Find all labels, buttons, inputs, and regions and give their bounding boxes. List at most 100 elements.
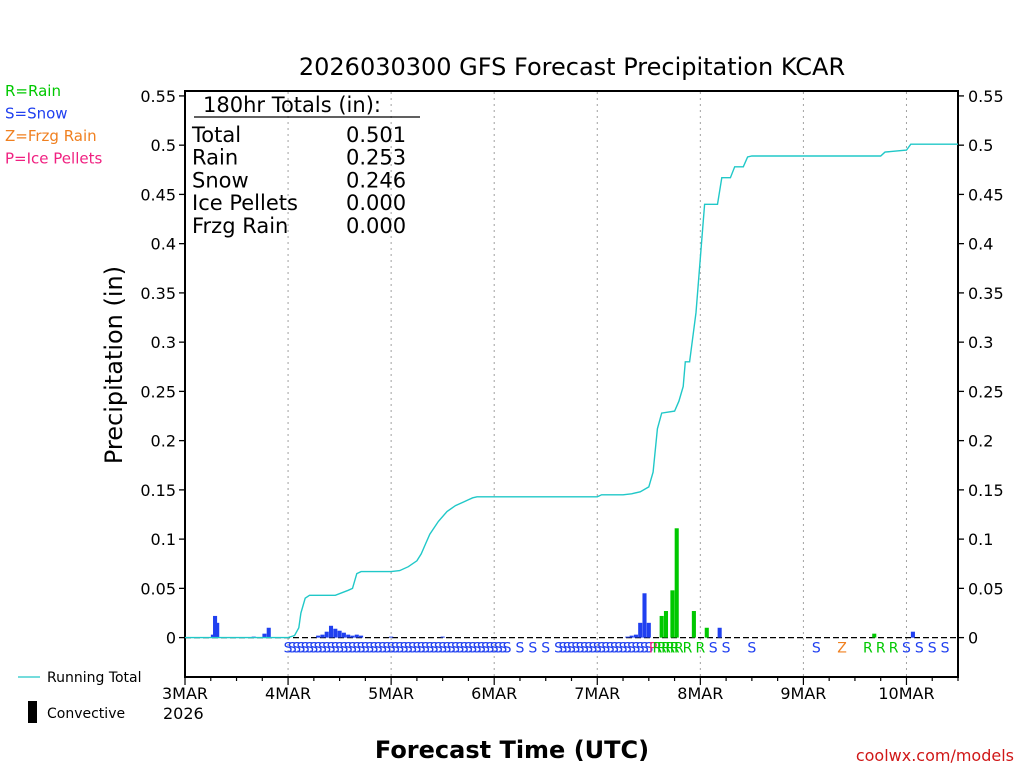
precip-bar-snow xyxy=(316,635,321,638)
precip-type-marker: S xyxy=(528,641,537,657)
running-total-legend-label: Running Total xyxy=(47,670,142,686)
precip-bar-rain xyxy=(691,611,696,638)
year-label: 2026 xyxy=(163,704,204,723)
precip-type-marker: S xyxy=(477,641,486,657)
precip-bar-snow xyxy=(213,615,218,638)
x-tick-label: 5MAR xyxy=(368,684,414,703)
precip-type-marker: S xyxy=(378,641,387,657)
y-tick-label-left: 0.2 xyxy=(151,432,176,451)
precip-type-marker: S xyxy=(374,641,383,657)
precip-type-marker: R xyxy=(665,641,675,657)
precip-type-marker: R xyxy=(876,641,886,657)
precip-type-marker: S xyxy=(297,641,306,657)
y-tick-label-right: 0.35 xyxy=(968,284,1004,303)
y-tick-label-right: 0.25 xyxy=(968,382,1004,401)
totals-value: 0.000 xyxy=(346,214,406,238)
precip-type-marker: S xyxy=(541,641,550,657)
precip-bar-rain xyxy=(674,528,679,638)
precip-bar-snow xyxy=(440,636,445,638)
precip-type-marker: S xyxy=(623,641,632,657)
credit-link[interactable]: coolwx.com/models xyxy=(856,746,1014,765)
precip-type-marker: S xyxy=(494,641,503,657)
x-tick-label: 7MAR xyxy=(574,684,620,703)
chart-title: 2026030300 GFS Forecast Precipitation KC… xyxy=(299,53,845,81)
precip-bar-snow xyxy=(717,627,722,638)
precip-bar-snow xyxy=(215,622,220,638)
precip-type-marker: S xyxy=(468,641,477,657)
precip-type-marker: S xyxy=(447,641,456,657)
precip-type-marker: S xyxy=(352,641,361,657)
precip-type-marker: S xyxy=(485,641,494,657)
precip-type-marker: S xyxy=(318,641,327,657)
x-tick-label: 8MAR xyxy=(677,684,723,703)
precip-type-marker: S xyxy=(498,641,507,657)
precip-type-marker: R xyxy=(657,641,667,657)
totals-rows: Total 0.501 Rain 0.253 Snow 0.246 Ice Pellets 0… xyxy=(191,123,406,238)
precip-bar-snow xyxy=(350,635,355,638)
y-tick-label-right: 0.2 xyxy=(968,432,993,451)
y-tick-label-left: 0.05 xyxy=(140,579,176,598)
precip-type-marker: R xyxy=(683,641,693,657)
y-tick-label-left: 0.4 xyxy=(151,235,176,254)
y-tick-label-right: 0.5 xyxy=(968,136,993,155)
y-tick-label-right: 0.4 xyxy=(968,235,993,254)
precip-legend-item: Z=Frzg Rain xyxy=(5,127,97,145)
precip-type-marker: S xyxy=(503,641,512,657)
precip-type-marker: S xyxy=(460,641,469,657)
precip-type-marker: S xyxy=(516,641,525,657)
precip-type-marker: S xyxy=(288,641,297,657)
precip-type-legend: R=Rain S=Snow Z=Frzg Rain P=Ice Pellets xyxy=(5,82,102,168)
totals-label: Total xyxy=(191,123,241,147)
running-total-series xyxy=(185,143,958,639)
x-tick-label: 3MAR xyxy=(162,684,208,703)
precip-type-marker: S xyxy=(455,641,464,657)
totals-label: Ice Pellets xyxy=(192,191,298,215)
precip-bar-snow xyxy=(328,625,334,638)
precip-type-marker: S xyxy=(636,641,645,657)
totals-value: 0.501 xyxy=(346,123,406,147)
precip-type-marker: S xyxy=(580,641,589,657)
precip-type-marker: S xyxy=(709,641,718,657)
precip-type-marker: S xyxy=(589,641,598,657)
precip-type-marker: S xyxy=(357,641,366,657)
y-axis-label: Precipitation (in) xyxy=(100,266,128,464)
precip-type-marker: S xyxy=(576,641,585,657)
precip-type-marker: S xyxy=(443,641,452,657)
precip-bar-snow xyxy=(354,634,359,638)
precip-type-marker: S xyxy=(490,641,499,657)
precip-bar-snow xyxy=(346,634,351,638)
precip-type-marker: S xyxy=(344,641,353,657)
totals-box: 180hr Totals (in): Total 0.501 Rain 0.253 Sn… xyxy=(191,93,420,238)
precip-type-marker: S xyxy=(610,641,619,657)
precip-type-marker: S xyxy=(430,641,439,657)
y-tick-label-left: 0.1 xyxy=(151,530,176,549)
y-tick-label-left: 0.15 xyxy=(140,481,176,500)
precip-type-marker: S xyxy=(370,641,379,657)
precip-type-marker: R xyxy=(670,641,680,657)
precip-bar-rain xyxy=(872,633,877,638)
y-tick-label-left: 0 xyxy=(166,629,176,648)
precip-type-marker: S xyxy=(464,641,473,657)
precip-bar-snow xyxy=(210,634,215,638)
precip-bar-snow xyxy=(629,635,634,638)
precip-bar-snow xyxy=(320,634,325,638)
plot-frame xyxy=(184,90,959,678)
y-tick-label-right: 0.3 xyxy=(968,333,993,352)
precip-bar-snow xyxy=(646,622,651,638)
precip-bar-snow xyxy=(642,593,647,638)
precip-bar-snow xyxy=(333,628,338,638)
precip-bar-rain xyxy=(663,611,669,638)
convective-legend-label: Convective xyxy=(47,706,125,722)
precip-bar-snow xyxy=(638,622,643,638)
precip-type-marker: S xyxy=(812,641,821,657)
precip-type-marker: S xyxy=(451,641,460,657)
y-tick-label-right: 0.1 xyxy=(968,530,993,549)
precip-type-marker: S xyxy=(322,641,331,657)
precip-type-marker: S xyxy=(915,641,924,657)
precip-bar-snow xyxy=(266,627,271,638)
precip-type-marker: S xyxy=(301,641,310,657)
precip-type-marker: S xyxy=(473,641,482,657)
precip-type-marker: S xyxy=(481,641,490,657)
y-tick-label-right: 0.55 xyxy=(968,87,1004,106)
precip-type-marker: S xyxy=(941,641,950,657)
